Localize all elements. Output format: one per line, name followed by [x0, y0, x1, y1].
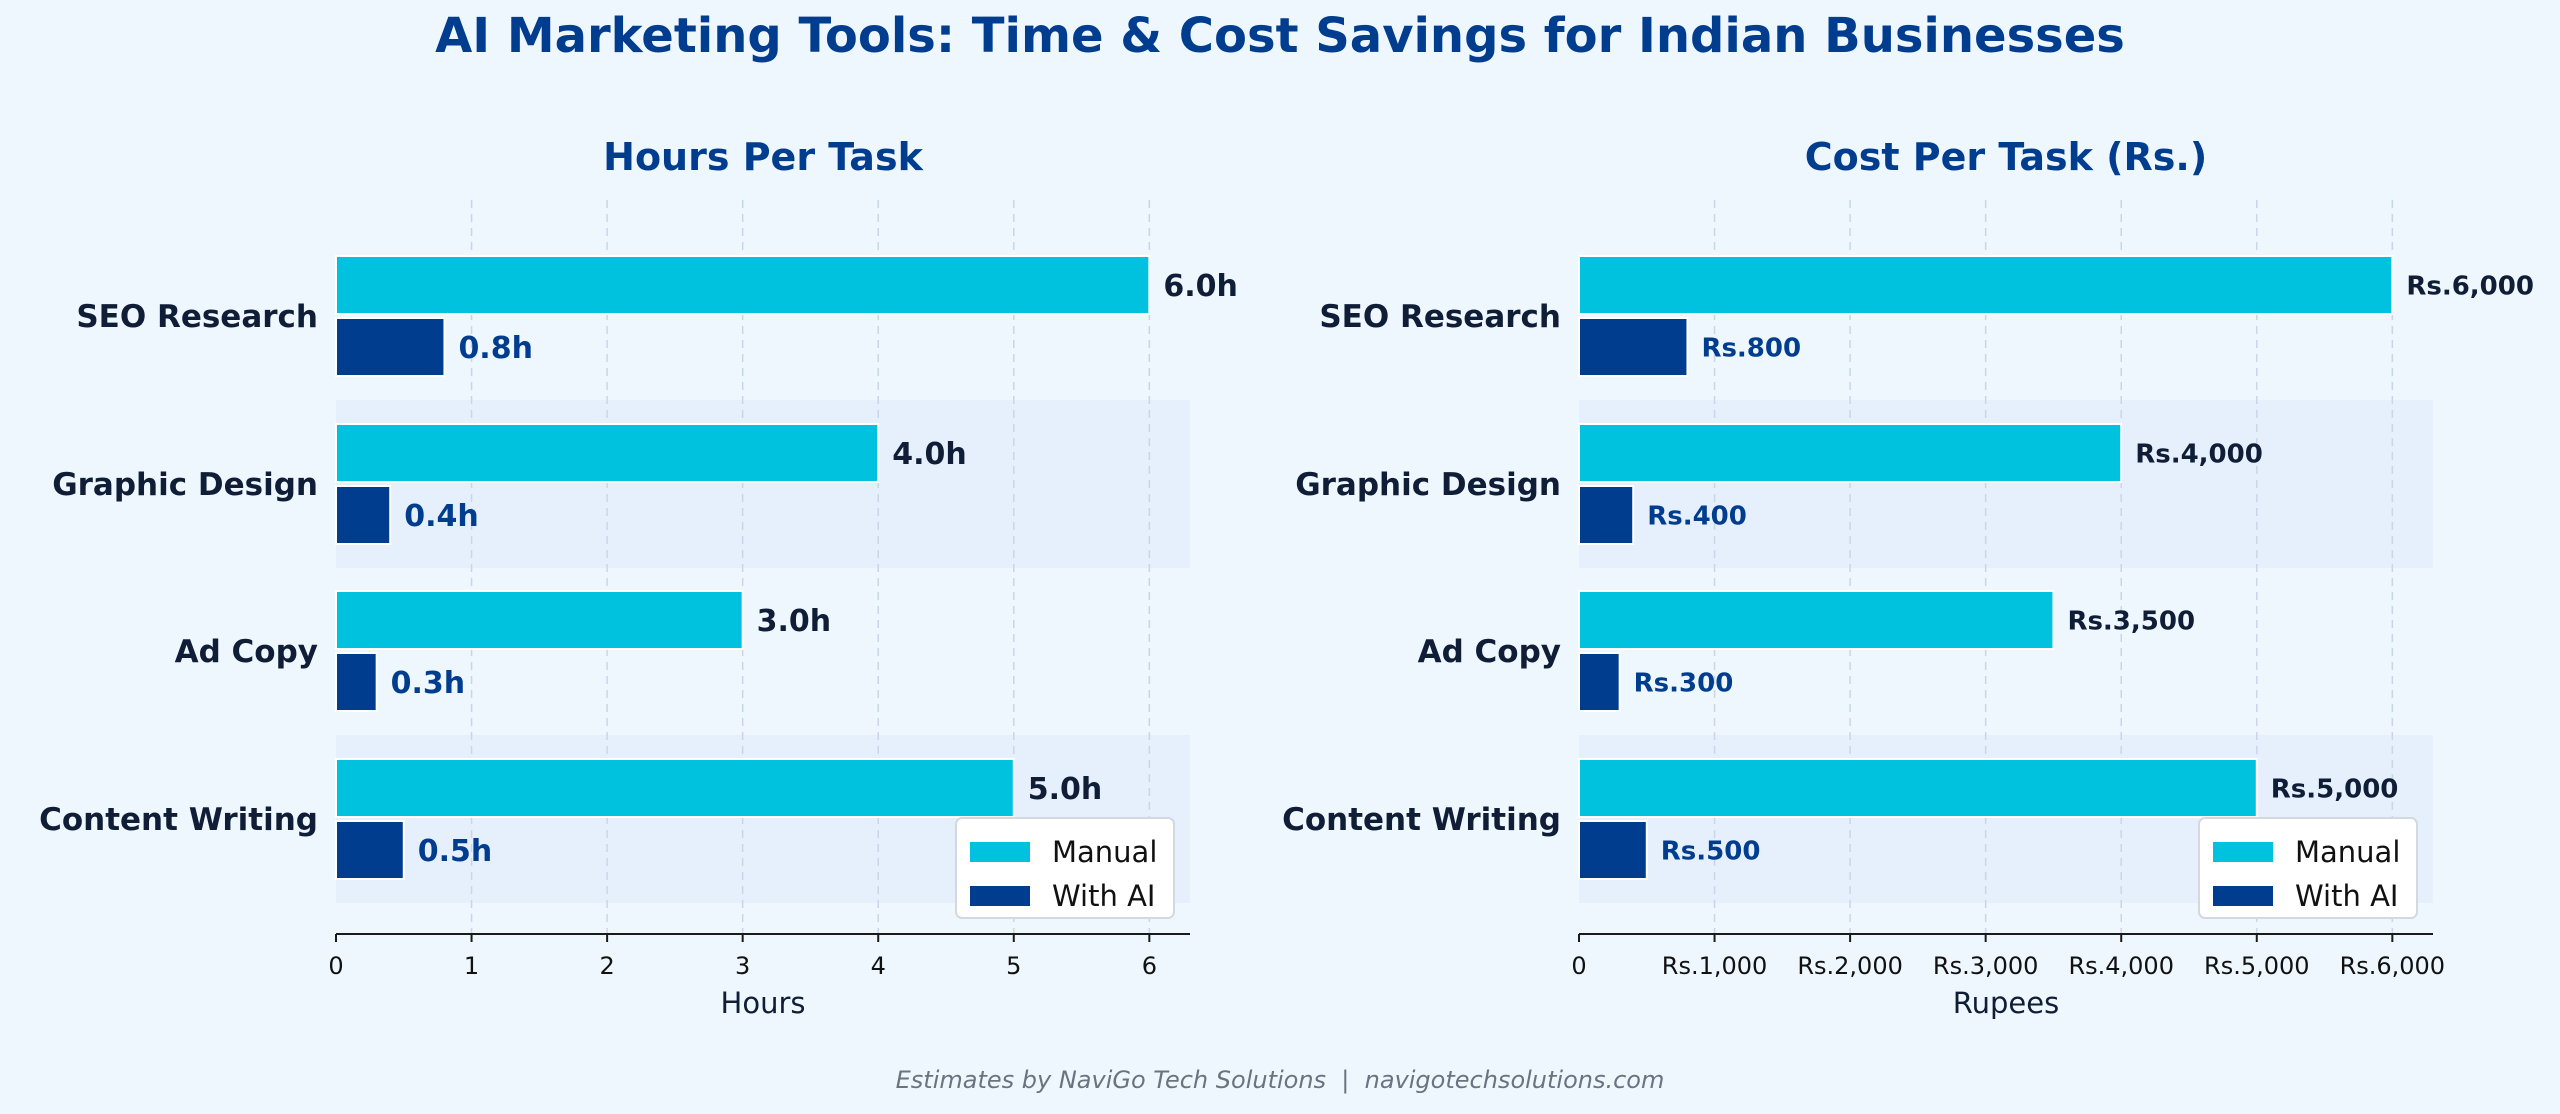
legend-swatch-manual — [2213, 842, 2273, 862]
category-label: SEO Research — [76, 299, 318, 335]
x-tick-label: 4 — [871, 952, 886, 980]
bar-value-label: Rs.500 — [1661, 836, 1761, 866]
legend: Manual With AI — [955, 817, 1175, 919]
category-label: Content Writing — [39, 802, 318, 838]
x-tick-label: Rs.1,000 — [1662, 952, 1768, 980]
bar-with-ai — [1578, 820, 1648, 880]
bar-with-ai — [335, 652, 378, 712]
bar-manual — [335, 423, 880, 483]
bar-with-ai — [1578, 485, 1635, 545]
x-axis-label: Rupees — [1953, 986, 2059, 1020]
x-tick-label: Rs.4,000 — [2068, 952, 2174, 980]
legend-label: Manual — [1052, 835, 1157, 869]
bar-value-label: 0.5h — [418, 834, 493, 869]
bar-manual — [1578, 255, 2394, 315]
footer-credit: Estimates by NaviGo Tech Solutions | nav… — [896, 1066, 1665, 1094]
legend-label: Manual — [2295, 835, 2400, 869]
legend-label: With AI — [1052, 879, 1155, 913]
category-label: Ad Copy — [1418, 634, 1561, 670]
category-label: Graphic Design — [1295, 467, 1561, 503]
legend-swatch-with-ai — [970, 886, 1030, 906]
bar-value-label: Rs.300 — [1634, 668, 1734, 698]
x-axis-label: Hours — [721, 986, 806, 1020]
chart-panels: Hours Per Task 6.0h 0.8h SEO Research 4.0h 0.… — [39, 135, 2534, 1020]
category-label: Content Writing — [1282, 802, 1561, 838]
chart-panel-1: Hours Per Task 6.0h 0.8h SEO Research 4.0h 0.… — [39, 135, 1238, 1020]
legend-label: With AI — [2295, 879, 2398, 913]
x-tick-label: 5 — [1006, 952, 1021, 980]
figure-title: AI Marketing Tools: Time & Cost Savings … — [435, 8, 2125, 64]
bar-manual — [335, 255, 1151, 315]
bar-manual — [1578, 423, 2123, 483]
x-tick-label: 2 — [599, 952, 614, 980]
bar-value-label: Rs.5,000 — [2271, 774, 2399, 804]
x-tick-label: Rs.3,000 — [1933, 952, 2039, 980]
bar-value-label: 0.8h — [458, 331, 533, 366]
bar-value-label: 4.0h — [892, 437, 967, 472]
bar-with-ai — [335, 485, 392, 545]
x-tick-label: 1 — [464, 952, 479, 980]
bar-with-ai — [335, 820, 405, 880]
category-label: Ad Copy — [175, 634, 318, 670]
bar-value-label: Rs.400 — [1647, 501, 1747, 531]
bar-with-ai — [335, 317, 446, 377]
legend-swatch-manual — [970, 842, 1030, 862]
bar-with-ai — [1578, 652, 1621, 712]
x-tick-label: Rs.5,000 — [2204, 952, 2310, 980]
legend: Manual With AI — [2198, 817, 2418, 919]
chart-title: Cost Per Task (Rs.) — [1805, 135, 2207, 179]
x-tick-label: 3 — [735, 952, 750, 980]
bar-value-label: 3.0h — [757, 604, 832, 639]
bar-value-label: Rs.4,000 — [2135, 439, 2263, 469]
bar-manual — [335, 590, 744, 650]
x-tick-label: 0 — [1571, 952, 1586, 980]
bar-with-ai — [1578, 317, 1689, 377]
x-tick-label: 0 — [328, 952, 343, 980]
bar-manual — [1578, 590, 2055, 650]
bar-value-label: Rs.6,000 — [2406, 271, 2534, 301]
bar-value-label: 5.0h — [1028, 772, 1103, 807]
category-label: SEO Research — [1319, 299, 1561, 335]
bar-value-label: 0.3h — [391, 666, 466, 701]
legend-swatch-with-ai — [2213, 886, 2273, 906]
bar-value-label: Rs.3,500 — [2067, 606, 2195, 636]
bar-manual — [1578, 758, 2258, 818]
chart-panel-2: Cost Per Task (Rs.) Rs.6,000 Rs.800 SEO Res… — [1282, 135, 2534, 1020]
chart-title: Hours Per Task — [603, 135, 923, 179]
category-label: Graphic Design — [52, 467, 318, 503]
bar-manual — [335, 758, 1015, 818]
bar-value-label: 0.4h — [404, 499, 479, 534]
bar-value-label: Rs.800 — [1701, 333, 1801, 363]
x-tick-label: Rs.2,000 — [1797, 952, 1903, 980]
x-tick-label: Rs.6,000 — [2340, 952, 2446, 980]
x-tick-label: 6 — [1142, 952, 1157, 980]
bar-value-label: 6.0h — [1163, 269, 1238, 304]
